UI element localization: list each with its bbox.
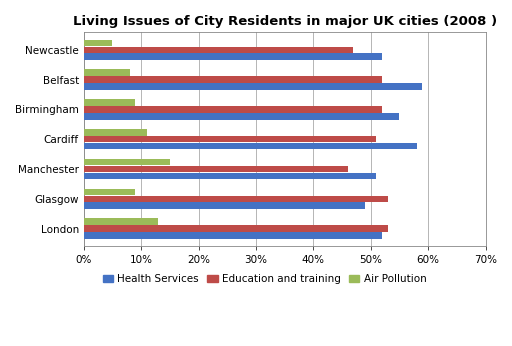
Bar (84, 189, 135, 195)
Bar (84, 218, 158, 225)
Bar (84, 143, 417, 149)
Bar (84, 70, 130, 76)
Bar (84, 232, 382, 239)
Bar (84, 173, 376, 179)
Bar (84, 129, 147, 136)
Bar (84, 99, 135, 106)
Bar (84, 225, 388, 232)
Title: Living Issues of City Residents in major UK cities (2008 ): Living Issues of City Residents in major… (73, 15, 497, 28)
Bar (84, 202, 365, 209)
Bar (84, 40, 113, 46)
Bar (84, 113, 399, 119)
Bar (84, 76, 382, 83)
Bar (84, 159, 170, 165)
Bar (84, 166, 348, 172)
Bar (84, 47, 353, 53)
Bar (84, 53, 382, 60)
Legend: Health Services, Education and training, Air Pollution: Health Services, Education and training,… (98, 270, 431, 289)
Bar (84, 83, 422, 90)
Bar (84, 195, 388, 202)
Bar (84, 106, 382, 113)
Bar (84, 136, 376, 143)
